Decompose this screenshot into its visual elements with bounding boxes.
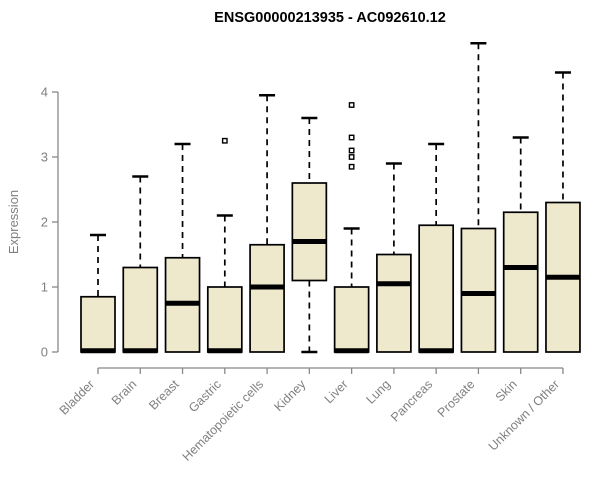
box-pancreas (418, 142, 455, 354)
box-iqr (460, 227, 497, 353)
x-axis (97, 367, 564, 374)
y-tick-label: 3 (41, 150, 48, 165)
x-tick-label: Kidney (272, 377, 309, 414)
box-iqr (249, 243, 285, 353)
y-tick-label: 2 (41, 215, 48, 230)
x-tick-label: Pancreas (388, 377, 435, 424)
box-bladder (80, 233, 116, 354)
box-iqr (418, 224, 455, 353)
outlier-point (348, 147, 355, 154)
box-iqr (206, 286, 243, 353)
box-iqr (122, 266, 159, 353)
outlier-point (348, 163, 355, 170)
box-kidney (291, 116, 328, 354)
x-tick-label: Breast (146, 377, 182, 413)
box-breast (164, 142, 201, 353)
chart-title: ENSG00000213935 - AC092610.12 (214, 10, 446, 26)
box-iqr (291, 182, 328, 282)
box-iqr (333, 286, 370, 353)
y-tick-label: 1 (41, 280, 48, 295)
box-gastric (206, 137, 243, 354)
outlier-point (348, 134, 355, 141)
box-lung (376, 162, 412, 353)
outlier-point (221, 137, 228, 144)
x-tick-label: Hematopoietic cells (180, 377, 267, 464)
outlier-point (348, 102, 355, 108)
box-liver (333, 102, 370, 354)
y-axis-title: Expression (6, 190, 21, 254)
y-axis (52, 91, 59, 353)
box-hematopoietic-cells (249, 94, 285, 353)
box-brain (122, 175, 159, 354)
box-iqr (502, 211, 539, 353)
x-tick-label: Gastric (186, 377, 224, 415)
outlier-point (348, 154, 355, 160)
box-iqr (80, 295, 116, 353)
box-skin (502, 136, 539, 353)
x-tick-label: Liver (322, 377, 351, 406)
x-tick-label: Prostate (435, 377, 478, 420)
x-tick-label: Lung (363, 377, 393, 407)
y-tick-label: 4 (41, 85, 48, 100)
x-tick-label: Brain (109, 377, 140, 408)
box-unknown-other (545, 71, 581, 353)
box-iqr (376, 253, 412, 353)
y-tick-label: 0 (41, 345, 48, 360)
x-tick-label: Bladder (57, 377, 97, 417)
x-tick-label: Skin (493, 377, 520, 404)
box-prostate (460, 42, 497, 353)
